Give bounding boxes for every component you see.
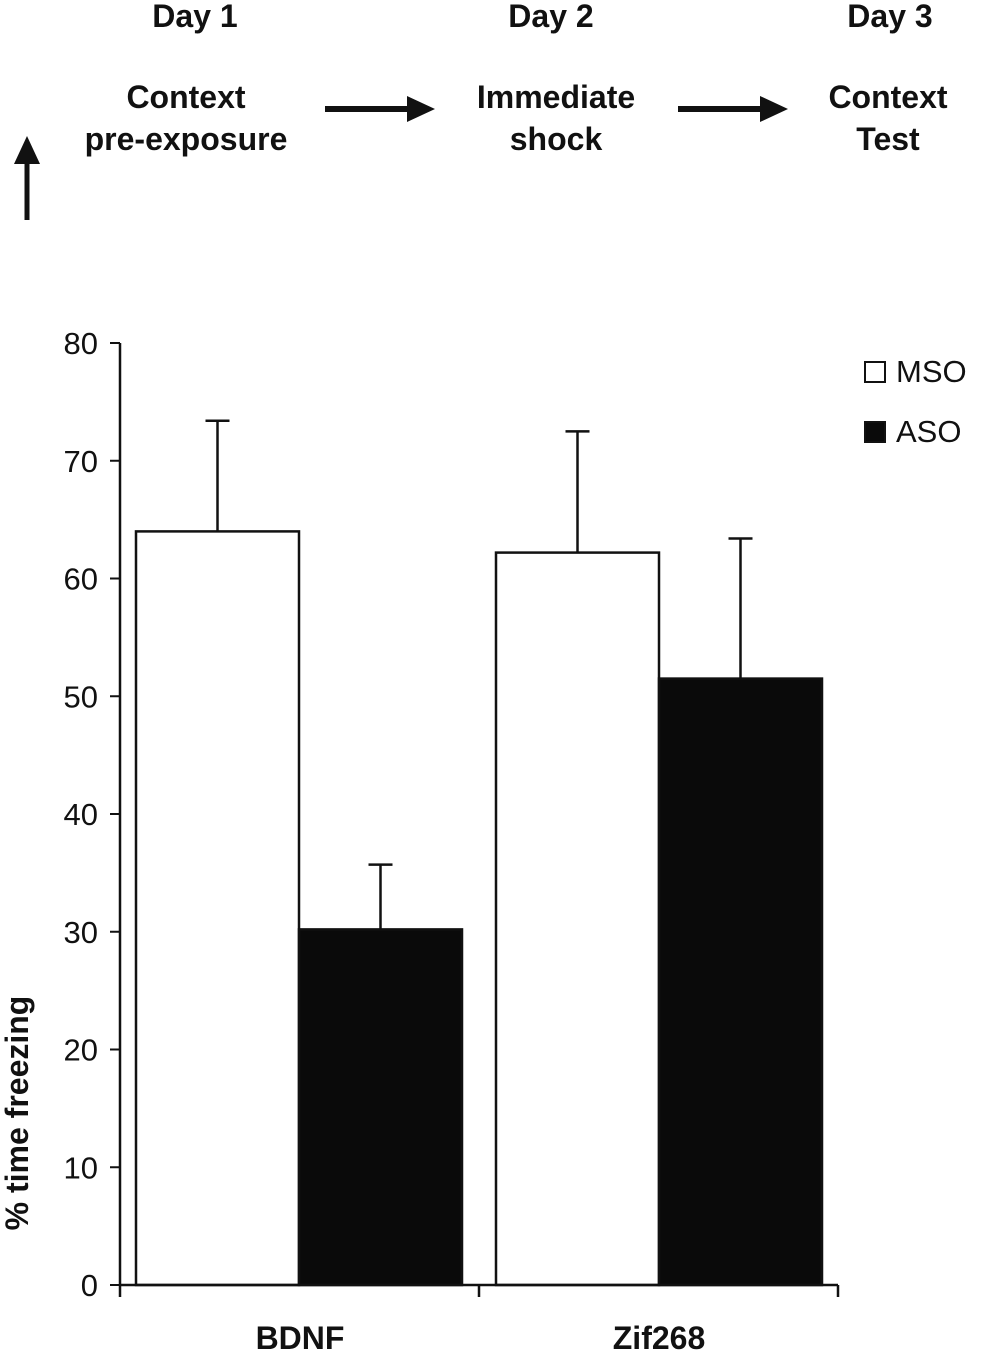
legend-swatch-mso [864, 361, 886, 383]
x-tick-label: BDNF [256, 1320, 345, 1353]
arrow-right-icon [678, 96, 788, 122]
legend-item-mso: MSO [864, 354, 967, 390]
y-axis-ticks: 0 10 20 30 40 50 60 70 80 [64, 326, 120, 1303]
x-tick-label: Zif268 [613, 1320, 705, 1353]
y-tick-label: 70 [64, 444, 98, 479]
bar-aso-bdnf [297, 928, 464, 1287]
bar-aso-zif268 [657, 677, 824, 1287]
legend-item-aso: ASO [864, 414, 961, 450]
y-tick-label: 40 [64, 797, 98, 832]
day-2-label: Day 2 [508, 0, 594, 34]
bar-chart: % time freezing 0 10 20 30 40 50 60 70 80 BDNF Zi… [0, 326, 840, 1353]
error-bars-group [205, 419, 753, 930]
arrow-right-icon [325, 96, 435, 122]
y-tick-label: 30 [64, 915, 98, 950]
y-tick-label: 20 [64, 1033, 98, 1068]
legend-swatch-aso [864, 421, 886, 443]
arrow-up-icon [14, 136, 40, 220]
experiment-timeline: Day 1 Day 2 Day 3 Context pre-exposure I… [0, 0, 981, 240]
bar-mso-bdnf [134, 530, 301, 1287]
y-tick-label: 60 [64, 562, 98, 597]
legend-label-aso: ASO [896, 414, 962, 449]
x-axis-labels: BDNF Zif268 [256, 1320, 706, 1353]
y-axis-label: % time freezing [0, 996, 35, 1231]
y-tick-label: 80 [64, 326, 98, 361]
bars-group [134, 530, 824, 1287]
day-1-label: Day 1 [152, 0, 238, 34]
day-3-label: Day 3 [847, 0, 933, 34]
step-context-pre-exposure: Context pre-exposure [84, 79, 288, 157]
legend-label-mso: MSO [896, 354, 967, 389]
step-immediate-shock: Immediate shock [476, 79, 636, 157]
y-tick-label: 50 [64, 679, 98, 714]
step-context-test: Context Test [828, 79, 948, 157]
bar-mso-zif268 [494, 551, 661, 1287]
y-tick-label: 10 [64, 1150, 98, 1185]
y-tick-label: 0 [81, 1268, 98, 1303]
axes [118, 343, 840, 1297]
